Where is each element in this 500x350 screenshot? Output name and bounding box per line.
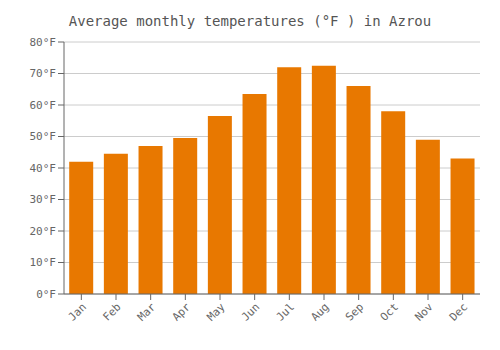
svg-text:Oct: Oct [378, 300, 401, 323]
svg-text:Jun: Jun [239, 300, 262, 323]
svg-text:80°F: 80°F [30, 36, 57, 49]
svg-text:10°F: 10°F [30, 256, 57, 269]
svg-text:0°F: 0°F [36, 288, 56, 301]
svg-text:May: May [204, 300, 228, 324]
svg-text:Sep: Sep [343, 300, 366, 323]
svg-text:Jan: Jan [66, 300, 89, 323]
svg-text:Nov: Nov [412, 300, 436, 324]
svg-text:50°F: 50°F [30, 130, 57, 143]
svg-text:30°F: 30°F [30, 193, 57, 206]
svg-text:Jul: Jul [274, 300, 297, 323]
svg-text:20°F: 20°F [30, 225, 57, 238]
svg-text:Dec: Dec [447, 300, 470, 323]
svg-text:Apr: Apr [170, 300, 194, 324]
html-text:Average monthly temperatures (: Average monthly temperatures (°F ) in Az… [68, 13, 432, 29]
svg-text:70°F: 70°F [30, 67, 57, 80]
svg-text:Feb: Feb [100, 300, 123, 323]
svg-text:60°F: 60°F [30, 99, 57, 112]
svg-text:40°F: 40°F [30, 162, 57, 175]
svg-text:Mar: Mar [135, 300, 159, 324]
svg-text:Aug: Aug [308, 300, 331, 323]
